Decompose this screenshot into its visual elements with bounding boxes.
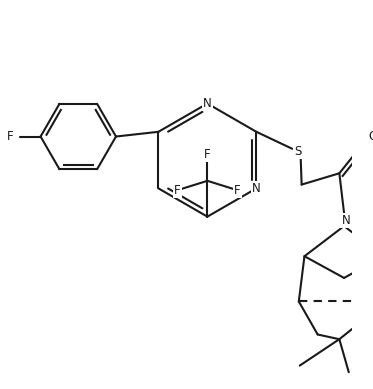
Text: N: N [342,214,350,227]
Text: N: N [203,97,212,110]
Text: F: F [174,184,181,197]
Text: O: O [369,130,373,143]
Text: N: N [252,182,261,195]
Text: S: S [294,145,301,158]
Text: F: F [234,184,241,197]
Text: F: F [204,148,211,161]
Text: F: F [7,130,14,143]
